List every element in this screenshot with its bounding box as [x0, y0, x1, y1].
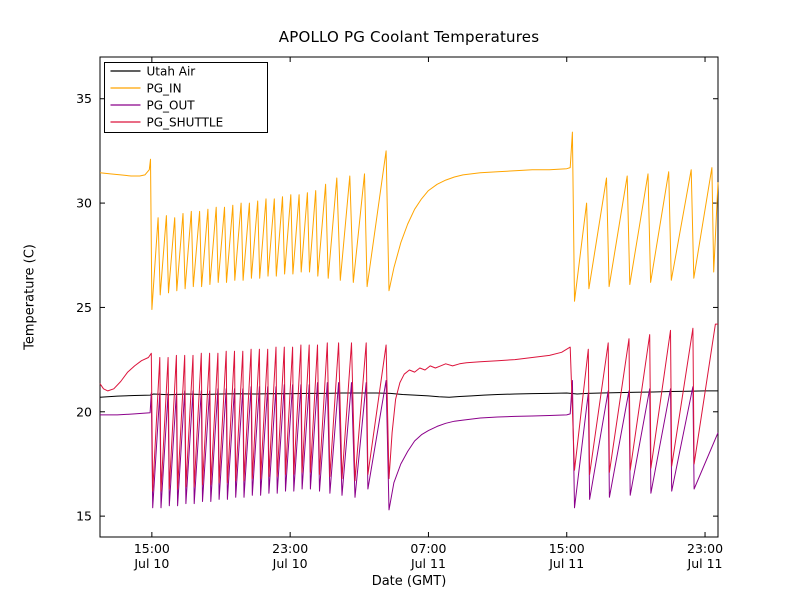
y-tick-label: 30: [76, 196, 92, 211]
x-axis-label: Date (GMT): [371, 574, 447, 589]
x-tick-label-date: Jul 10: [272, 556, 308, 571]
x-tick-label-time: 23:00: [272, 541, 308, 556]
legend-label-PG_SHUTTLE: PG_SHUTTLE: [147, 116, 224, 130]
y-tick-label: 20: [76, 404, 92, 419]
series-line-PG_OUT: [100, 380, 719, 511]
y-tick-label: 25: [76, 300, 92, 315]
x-tick-label-date: Jul 11: [548, 556, 584, 571]
series-line-PG_IN: [99, 131, 719, 310]
axes-frame: [99, 56, 719, 538]
y-tick-label: 15: [76, 509, 92, 524]
x-tick-label-date: Jul 10: [133, 556, 169, 571]
x-tick-label-date: Jul 11: [410, 556, 446, 571]
legend-label-PG_IN: PG_IN: [147, 82, 182, 96]
legend-box: [104, 62, 268, 133]
x-tick-label-time: 23:00: [687, 541, 723, 556]
legend-label-Utah-Air: Utah Air: [147, 65, 196, 79]
legend-label-PG_OUT: PG_OUT: [147, 99, 196, 113]
y-tick-label: 35: [76, 91, 92, 106]
series-line-PG_SHUTTLE: [99, 323, 718, 492]
x-tick-label-time: 15:00: [134, 541, 170, 556]
x-tick-label-time: 15:00: [549, 541, 585, 556]
x-tick-label-time: 07:00: [410, 541, 446, 556]
chart-title: APOLLO PG Coolant Temperatures: [278, 28, 540, 46]
x-tick-label-date: Jul 11: [687, 556, 723, 571]
